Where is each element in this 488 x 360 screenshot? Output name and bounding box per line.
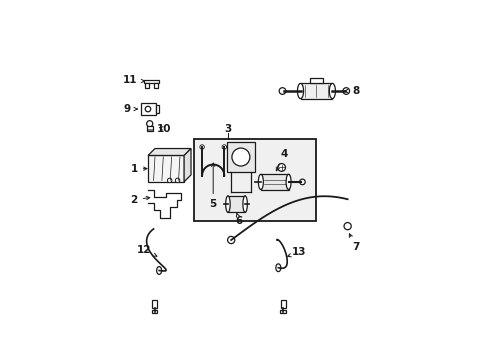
Circle shape xyxy=(277,163,285,171)
Ellipse shape xyxy=(297,84,303,99)
Bar xyxy=(226,142,254,172)
Bar xyxy=(146,126,152,131)
Circle shape xyxy=(175,178,180,183)
Bar xyxy=(145,83,149,87)
Circle shape xyxy=(145,106,150,112)
Text: 13: 13 xyxy=(287,247,306,257)
Bar xyxy=(260,174,288,189)
Circle shape xyxy=(227,237,234,244)
Text: 3: 3 xyxy=(224,124,231,134)
Text: 12: 12 xyxy=(136,245,157,256)
Text: 6: 6 xyxy=(235,213,243,226)
Circle shape xyxy=(222,145,226,149)
Text: 8: 8 xyxy=(344,86,359,96)
Ellipse shape xyxy=(156,267,162,274)
Text: 11: 11 xyxy=(122,76,144,85)
Bar xyxy=(280,300,285,308)
Polygon shape xyxy=(183,149,191,182)
Ellipse shape xyxy=(225,196,230,212)
Ellipse shape xyxy=(328,84,335,99)
Ellipse shape xyxy=(243,196,247,212)
Bar xyxy=(141,103,156,115)
Bar xyxy=(152,310,157,314)
Bar xyxy=(152,300,157,308)
Circle shape xyxy=(299,179,305,185)
Text: 10: 10 xyxy=(156,123,171,134)
Bar xyxy=(148,156,183,182)
Circle shape xyxy=(342,88,349,94)
Text: 4: 4 xyxy=(276,149,287,171)
Bar xyxy=(156,105,159,113)
Circle shape xyxy=(167,178,172,183)
Bar xyxy=(280,310,285,314)
Bar xyxy=(193,139,315,221)
Text: 2: 2 xyxy=(130,195,149,205)
Bar xyxy=(227,196,244,212)
Ellipse shape xyxy=(275,264,280,271)
Text: 9: 9 xyxy=(123,104,137,114)
Bar xyxy=(154,83,157,87)
Bar xyxy=(300,84,332,99)
Ellipse shape xyxy=(285,174,290,189)
Circle shape xyxy=(231,148,249,166)
Polygon shape xyxy=(148,149,191,156)
Circle shape xyxy=(344,222,350,230)
Text: 1: 1 xyxy=(130,164,147,174)
Text: 7: 7 xyxy=(348,234,359,252)
Ellipse shape xyxy=(258,174,263,189)
Circle shape xyxy=(200,145,204,149)
Circle shape xyxy=(279,88,285,94)
Circle shape xyxy=(146,121,152,127)
Bar xyxy=(143,80,159,84)
Bar xyxy=(309,78,322,84)
Text: 5: 5 xyxy=(209,163,216,209)
